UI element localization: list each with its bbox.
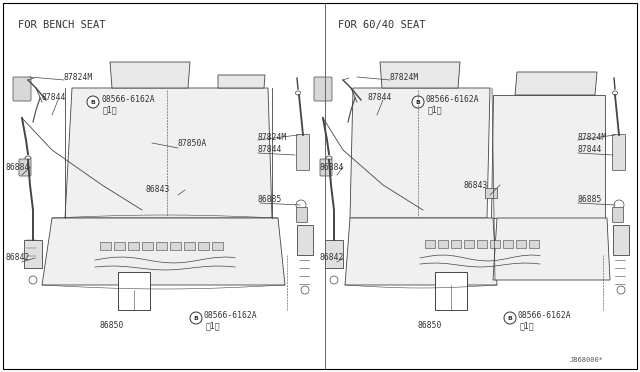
Text: 87850A: 87850A: [178, 138, 207, 148]
Bar: [198, 242, 209, 250]
Circle shape: [87, 96, 99, 108]
Bar: [490, 240, 500, 248]
FancyBboxPatch shape: [325, 240, 343, 268]
FancyBboxPatch shape: [320, 159, 332, 176]
Bar: [435, 272, 467, 310]
Text: 86850: 86850: [417, 321, 442, 330]
Text: 08566-6162A: 08566-6162A: [426, 96, 479, 105]
Bar: [438, 240, 448, 248]
Text: 87844: 87844: [258, 145, 282, 154]
Text: 08566-6162A: 08566-6162A: [204, 311, 258, 321]
Text: 87844: 87844: [367, 93, 392, 102]
FancyBboxPatch shape: [612, 135, 625, 170]
Bar: [128, 242, 139, 250]
Polygon shape: [42, 218, 285, 285]
Bar: [184, 242, 195, 250]
Polygon shape: [110, 62, 190, 88]
Bar: [451, 240, 461, 248]
Text: 08566-6162A: 08566-6162A: [101, 96, 155, 105]
Text: 〈1〉: 〈1〉: [520, 321, 534, 330]
Bar: [516, 240, 526, 248]
Text: 86885: 86885: [578, 196, 602, 205]
Text: 86842: 86842: [320, 253, 344, 263]
Bar: [503, 240, 513, 248]
FancyBboxPatch shape: [296, 135, 310, 170]
Text: 86884: 86884: [320, 163, 344, 171]
FancyBboxPatch shape: [19, 159, 31, 176]
Bar: [114, 242, 125, 250]
Bar: [464, 240, 474, 248]
FancyBboxPatch shape: [24, 240, 42, 268]
FancyBboxPatch shape: [613, 225, 629, 255]
Bar: [170, 242, 181, 250]
FancyBboxPatch shape: [314, 77, 332, 101]
Text: 87824M: 87824M: [64, 73, 93, 81]
Text: 〈1〉: 〈1〉: [103, 106, 118, 115]
Text: 08566-6162A: 08566-6162A: [518, 311, 572, 321]
Text: 86850: 86850: [100, 321, 124, 330]
Polygon shape: [65, 88, 272, 218]
Bar: [212, 242, 223, 250]
Circle shape: [412, 96, 424, 108]
Bar: [100, 242, 111, 250]
Circle shape: [190, 312, 202, 324]
Text: J868000*: J868000*: [570, 357, 604, 363]
Text: 87844: 87844: [42, 93, 67, 102]
FancyBboxPatch shape: [297, 225, 313, 255]
Polygon shape: [491, 95, 605, 218]
Polygon shape: [515, 72, 597, 95]
Text: 87824M: 87824M: [390, 73, 419, 81]
FancyBboxPatch shape: [612, 208, 623, 222]
Text: 86885: 86885: [258, 196, 282, 205]
Text: 87824M: 87824M: [578, 134, 607, 142]
Text: B: B: [91, 99, 95, 105]
Bar: [425, 240, 435, 248]
Text: 86843: 86843: [463, 180, 488, 189]
Polygon shape: [218, 75, 265, 88]
Text: 86884: 86884: [5, 163, 29, 171]
FancyBboxPatch shape: [296, 208, 307, 222]
Text: 〈1〉: 〈1〉: [206, 321, 221, 330]
Bar: [118, 272, 150, 310]
Text: 86842: 86842: [5, 253, 29, 263]
Text: 〈1〉: 〈1〉: [428, 106, 443, 115]
FancyBboxPatch shape: [13, 77, 31, 101]
Bar: [529, 240, 539, 248]
Circle shape: [504, 312, 516, 324]
Polygon shape: [345, 218, 497, 285]
Polygon shape: [350, 88, 490, 218]
Text: B: B: [193, 315, 198, 321]
Bar: [156, 242, 167, 250]
Bar: [142, 242, 153, 250]
Text: 87824M: 87824M: [258, 134, 287, 142]
Text: FOR 60/40 SEAT: FOR 60/40 SEAT: [338, 20, 426, 30]
Text: 86843: 86843: [145, 186, 170, 195]
Bar: [485, 188, 497, 198]
Polygon shape: [380, 62, 460, 88]
Text: B: B: [508, 315, 513, 321]
Text: 87844: 87844: [578, 145, 602, 154]
Bar: [477, 240, 487, 248]
Text: B: B: [415, 99, 420, 105]
Text: FOR BENCH SEAT: FOR BENCH SEAT: [18, 20, 106, 30]
Polygon shape: [493, 218, 610, 280]
